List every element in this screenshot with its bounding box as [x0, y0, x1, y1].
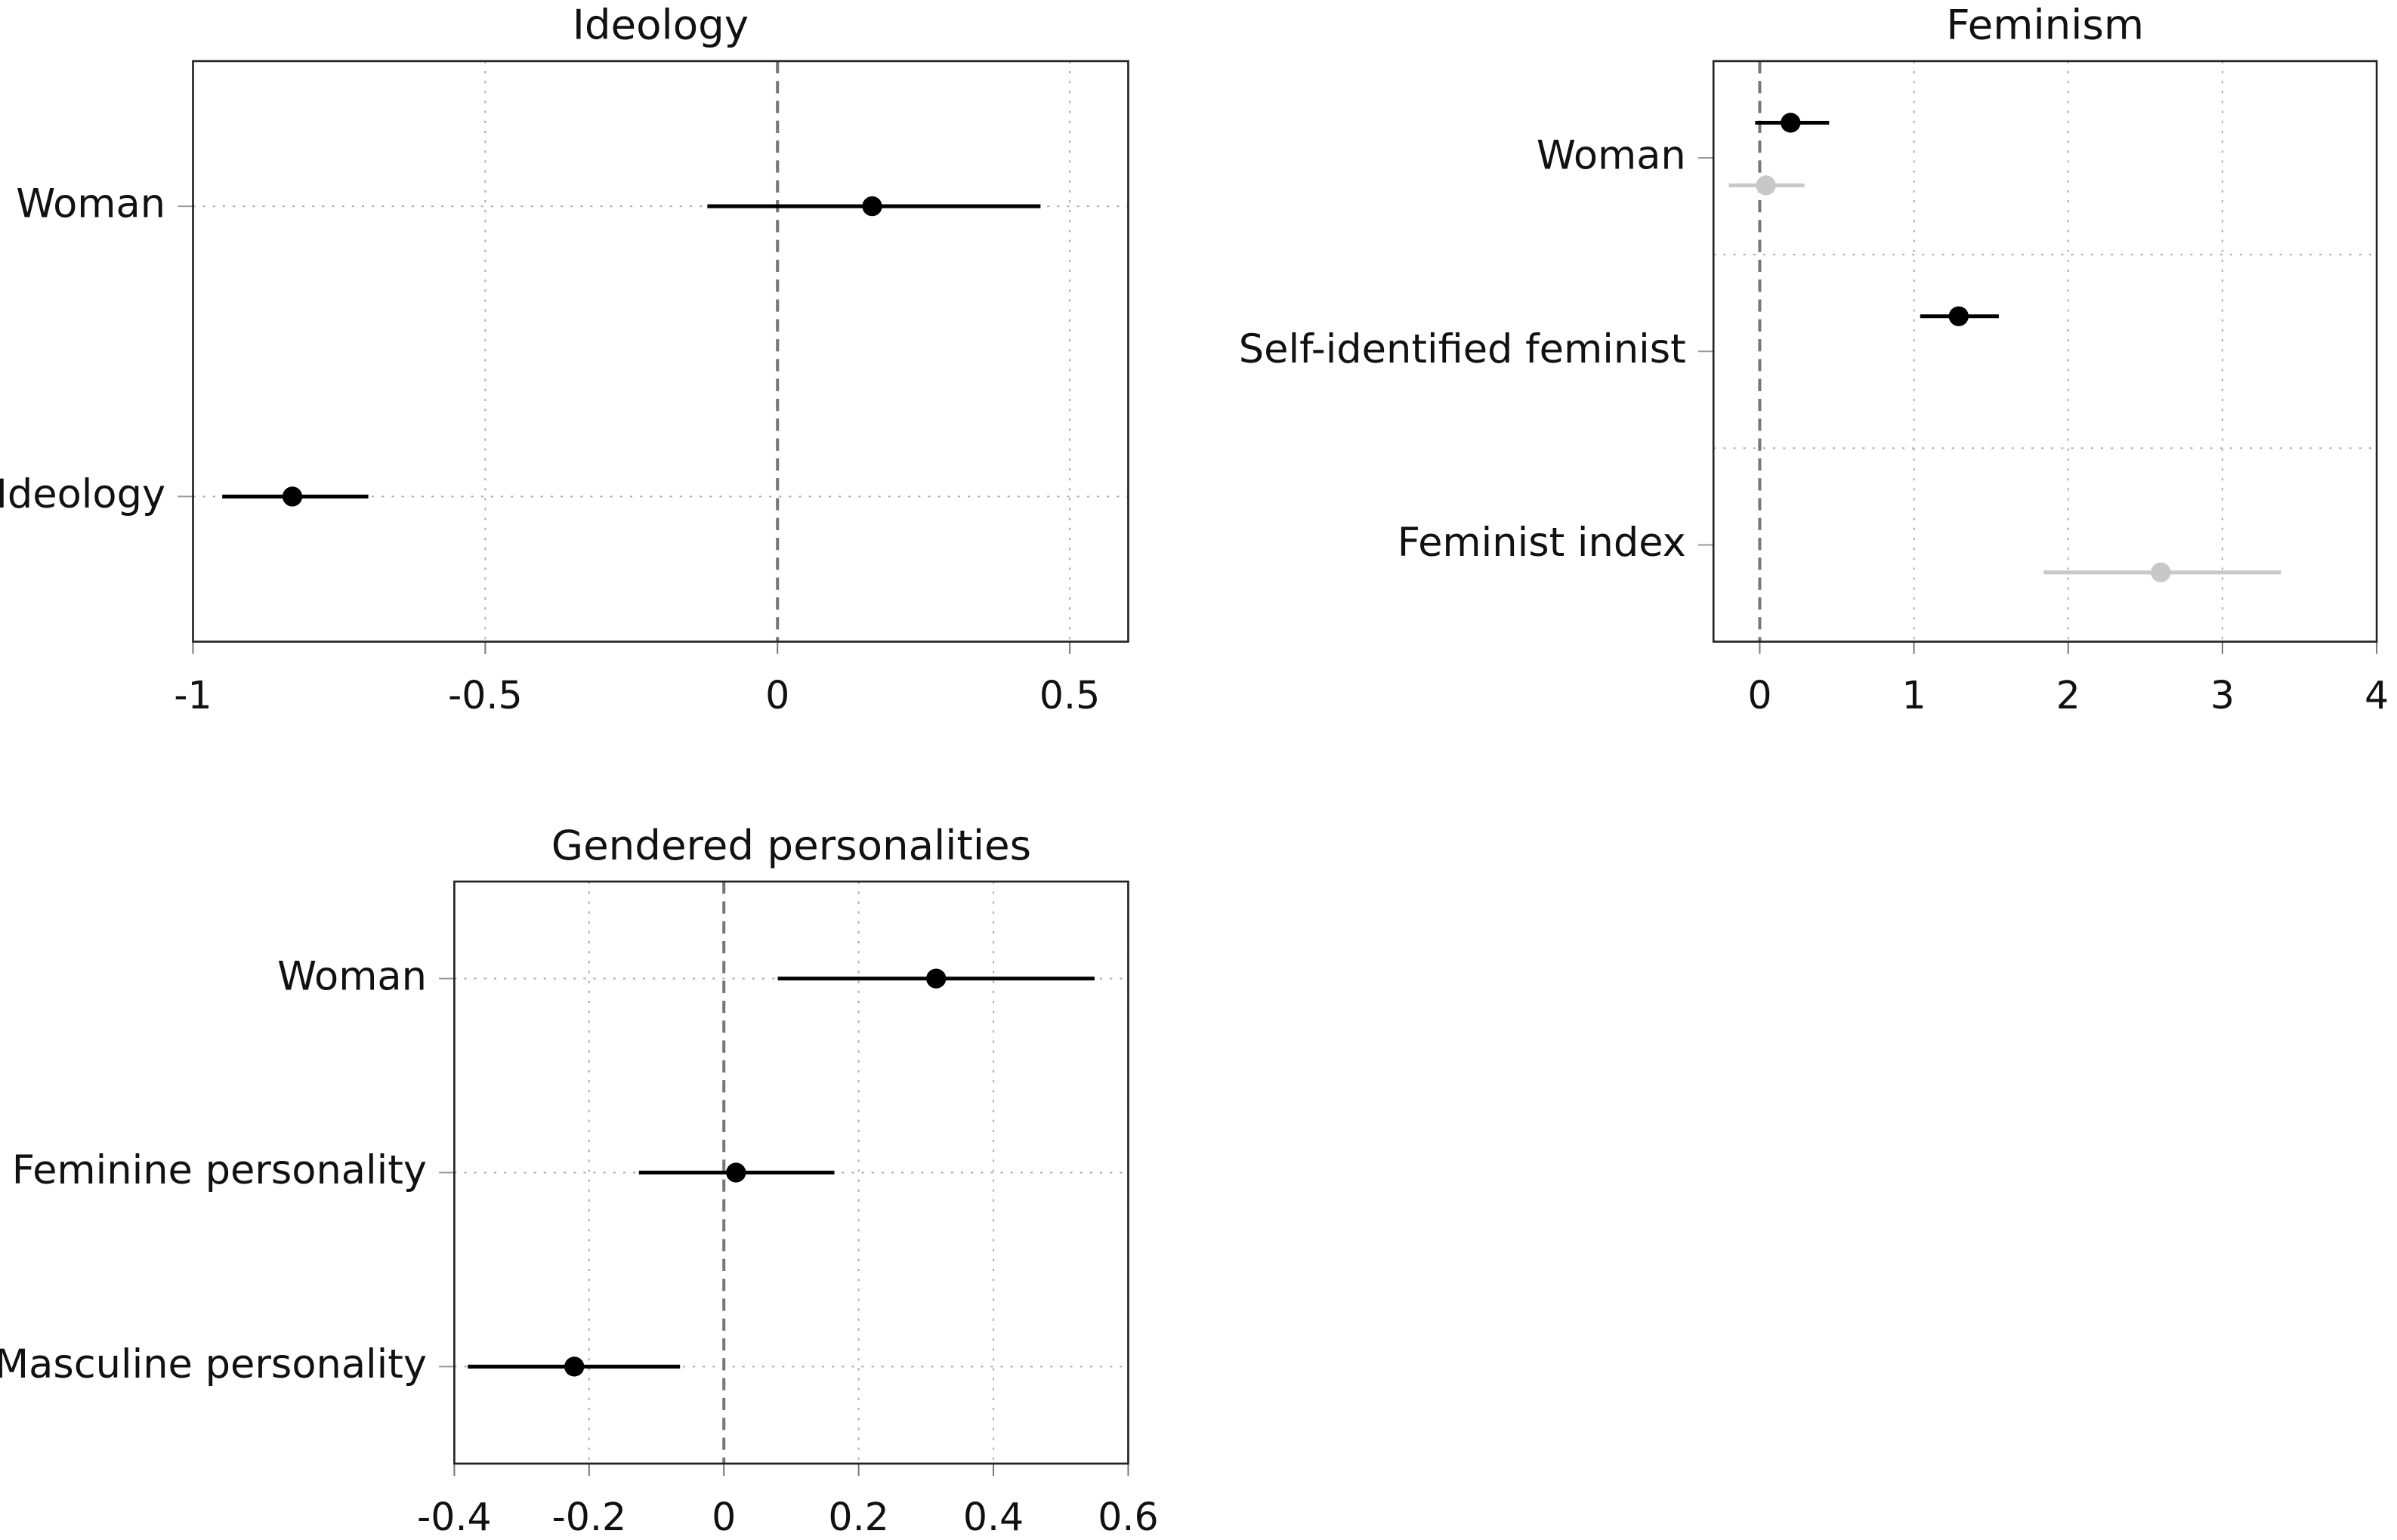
x-tick-label: 0 [765, 673, 789, 718]
y-tick-label: Ideology [0, 471, 165, 517]
x-tick-label: 0 [1747, 673, 1771, 718]
point [564, 1356, 585, 1377]
x-tick-label: 0.6 [1098, 1495, 1158, 1539]
y-tick-label: Woman [16, 181, 165, 227]
plot-frame [192, 60, 1129, 643]
x-tick-label: 0.5 [1039, 673, 1100, 718]
point [726, 1162, 746, 1183]
y-tick-label: Feminine personality [12, 1147, 427, 1193]
x-tick-label: 2 [2056, 673, 2080, 718]
point [862, 196, 882, 217]
x-tick-label: 0.2 [828, 1495, 888, 1539]
x-tick-label: 3 [2210, 673, 2235, 718]
x-tick-label: 4 [2365, 673, 2389, 718]
x-tick-label: -0.2 [551, 1495, 626, 1539]
x-tick-label: -0.4 [417, 1495, 492, 1539]
x-tick-label: -0.5 [448, 673, 523, 718]
y-tick-label: Woman [1537, 133, 1686, 179]
panel-title: Feminism [1946, 1, 2144, 49]
panel-title: Gendered personalities [551, 821, 1031, 869]
point [2151, 562, 2171, 583]
point [1948, 306, 1969, 326]
plot-frame [453, 880, 1129, 1465]
y-tick-label: Woman [277, 953, 427, 999]
point [1781, 113, 1801, 133]
plot-frame [1712, 60, 2378, 643]
panel-title: Ideology [573, 1, 749, 49]
y-tick-label: Masculine personality [0, 1341, 427, 1387]
x-tick-label: 0.4 [963, 1495, 1024, 1539]
x-tick-label: 1 [1902, 673, 1926, 718]
y-tick-label: Feminist index [1398, 520, 1686, 566]
point [1756, 175, 1776, 196]
x-tick-label: -1 [174, 673, 212, 718]
point [926, 968, 947, 989]
point [282, 486, 303, 507]
x-tick-label: 0 [712, 1495, 736, 1539]
y-tick-label: Self-identified feminist [1239, 326, 1686, 372]
